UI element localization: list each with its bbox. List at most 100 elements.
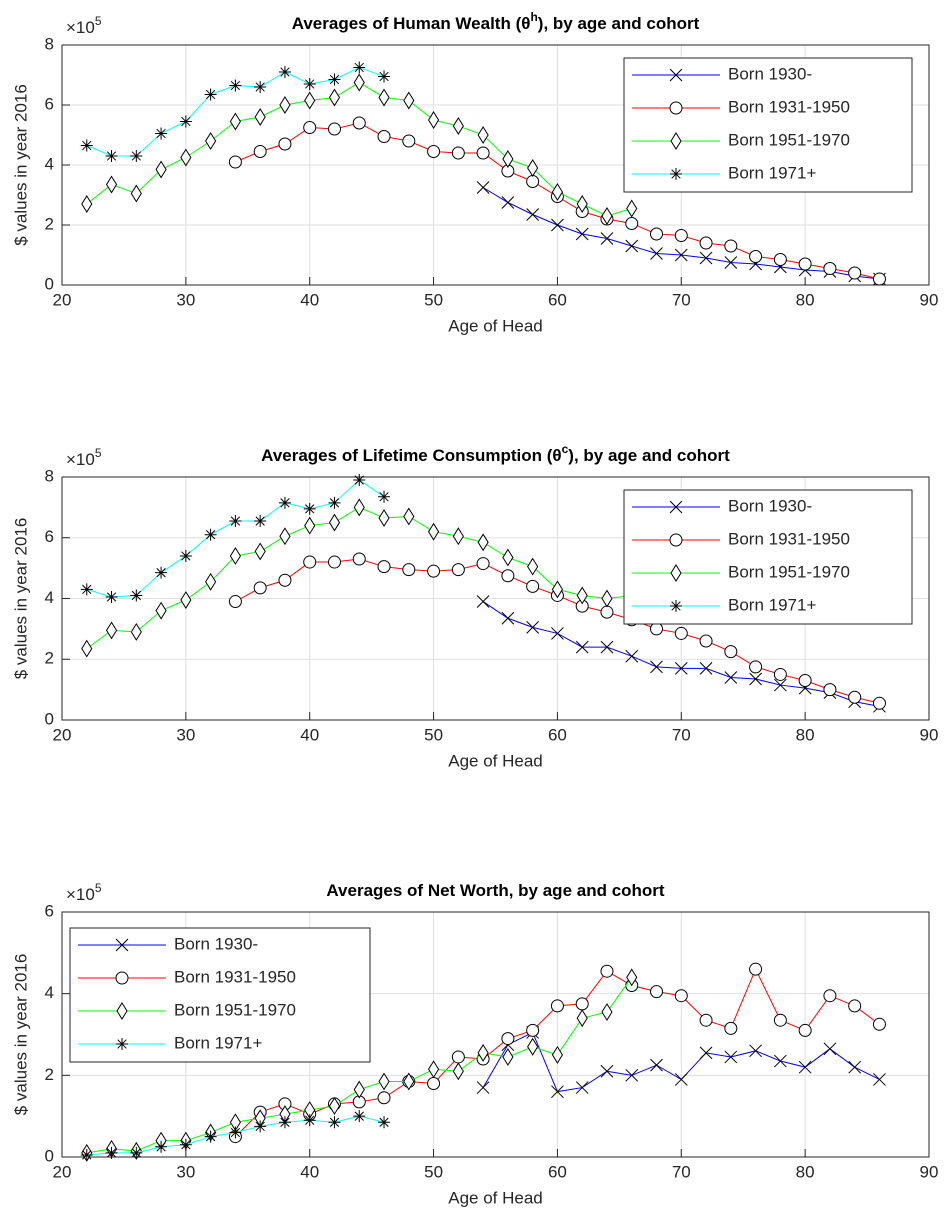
marker xyxy=(872,272,886,286)
marker xyxy=(674,662,688,675)
marker xyxy=(229,547,241,565)
multiplier-exp: 5 xyxy=(95,14,102,28)
marker xyxy=(403,507,415,526)
title-text: Averages of Net Worth, by age and cohort xyxy=(326,881,665,900)
marker xyxy=(130,622,142,641)
marker xyxy=(180,591,192,609)
y-tick-label: 8 xyxy=(45,466,54,485)
marker xyxy=(377,130,391,143)
marker xyxy=(205,132,217,150)
marker xyxy=(452,117,464,135)
y-tick-label: 4 xyxy=(45,154,54,173)
marker xyxy=(476,557,490,571)
title-text: Averages of Human Wealth (θ xyxy=(292,14,531,33)
marker xyxy=(279,527,291,546)
marker xyxy=(749,660,763,674)
marker xyxy=(452,527,464,546)
marker xyxy=(526,621,540,634)
marker xyxy=(303,78,316,90)
marker xyxy=(551,183,564,201)
marker xyxy=(378,490,391,503)
marker xyxy=(798,674,812,688)
y-tick-label: 2 xyxy=(45,649,54,668)
y-tick-label: 6 xyxy=(45,901,54,920)
marker xyxy=(253,581,267,595)
y-tick-label: 0 xyxy=(45,1146,54,1165)
marker xyxy=(724,645,738,659)
marker xyxy=(328,1097,341,1115)
marker xyxy=(724,1050,738,1064)
marker xyxy=(254,81,267,93)
marker xyxy=(576,586,588,605)
x-tick-label: 20 xyxy=(53,290,72,309)
marker xyxy=(501,164,515,178)
marker xyxy=(650,660,663,674)
y-multiplier: ×105 xyxy=(66,14,102,37)
marker xyxy=(798,257,812,271)
y-tick-label: 2 xyxy=(45,1065,54,1084)
x-tick-label: 50 xyxy=(424,1162,443,1181)
y-multiplier: ×105 xyxy=(66,881,102,904)
marker xyxy=(327,122,341,136)
marker xyxy=(253,145,267,158)
legend-label: Born 1971+ xyxy=(174,1033,262,1052)
x-axis-label: Age of Head xyxy=(448,751,543,770)
marker xyxy=(278,573,292,587)
marker xyxy=(600,232,614,245)
marker xyxy=(402,563,416,577)
marker xyxy=(527,557,539,576)
marker xyxy=(81,639,93,658)
legend-label: Born 1971+ xyxy=(728,595,816,614)
x-tick-label: 70 xyxy=(672,1162,691,1181)
x-tick-label: 60 xyxy=(548,290,567,309)
marker xyxy=(650,1058,663,1072)
marker xyxy=(773,253,787,266)
marker xyxy=(699,1013,713,1027)
marker xyxy=(352,116,366,130)
chart-title: Averages of Net Worth, by age and cohort xyxy=(326,881,665,900)
x-tick-label: 20 xyxy=(53,725,72,744)
legend-marker xyxy=(115,938,129,952)
marker xyxy=(798,1060,812,1074)
marker xyxy=(130,150,143,162)
marker xyxy=(353,474,366,487)
title-text: Averages of Lifetime Consumption (θ xyxy=(261,446,561,465)
marker xyxy=(724,1021,738,1035)
marker xyxy=(699,634,713,648)
marker xyxy=(774,1054,787,1068)
marker xyxy=(625,217,639,230)
marker xyxy=(823,683,837,697)
marker xyxy=(155,160,167,179)
x-tick-label: 30 xyxy=(176,1162,195,1181)
marker xyxy=(476,1081,490,1094)
marker xyxy=(674,248,688,262)
marker xyxy=(427,1077,441,1090)
axes-box xyxy=(61,476,930,721)
marker xyxy=(526,579,540,593)
legend-marker xyxy=(670,168,682,180)
legend-marker xyxy=(116,1002,128,1020)
marker xyxy=(526,208,540,221)
marker xyxy=(749,962,763,976)
axes-box xyxy=(61,911,930,1158)
marker xyxy=(403,1072,415,1091)
legend-label: Born 1931-1950 xyxy=(728,97,850,116)
marker xyxy=(575,227,589,241)
marker xyxy=(550,999,564,1013)
marker xyxy=(179,1138,192,1151)
x-axis-label: Age of Head xyxy=(448,1188,543,1207)
marker xyxy=(353,498,365,517)
marker xyxy=(501,611,515,625)
marker xyxy=(650,227,664,241)
legend-label: Born 1930- xyxy=(728,496,812,515)
marker xyxy=(823,989,837,1003)
marker xyxy=(501,1032,515,1046)
chart-title: Averages of Human Wealth (θh), by age an… xyxy=(292,10,700,33)
x-tick-label: 90 xyxy=(920,1162,939,1181)
marker xyxy=(254,542,266,561)
chart-title: Averages of Lifetime Consumption (θc), b… xyxy=(261,442,730,465)
y-tick-label: 2 xyxy=(45,214,54,233)
legend-label: Born 1931-1950 xyxy=(728,529,850,548)
marker xyxy=(352,552,366,566)
legend-box xyxy=(69,927,371,1063)
